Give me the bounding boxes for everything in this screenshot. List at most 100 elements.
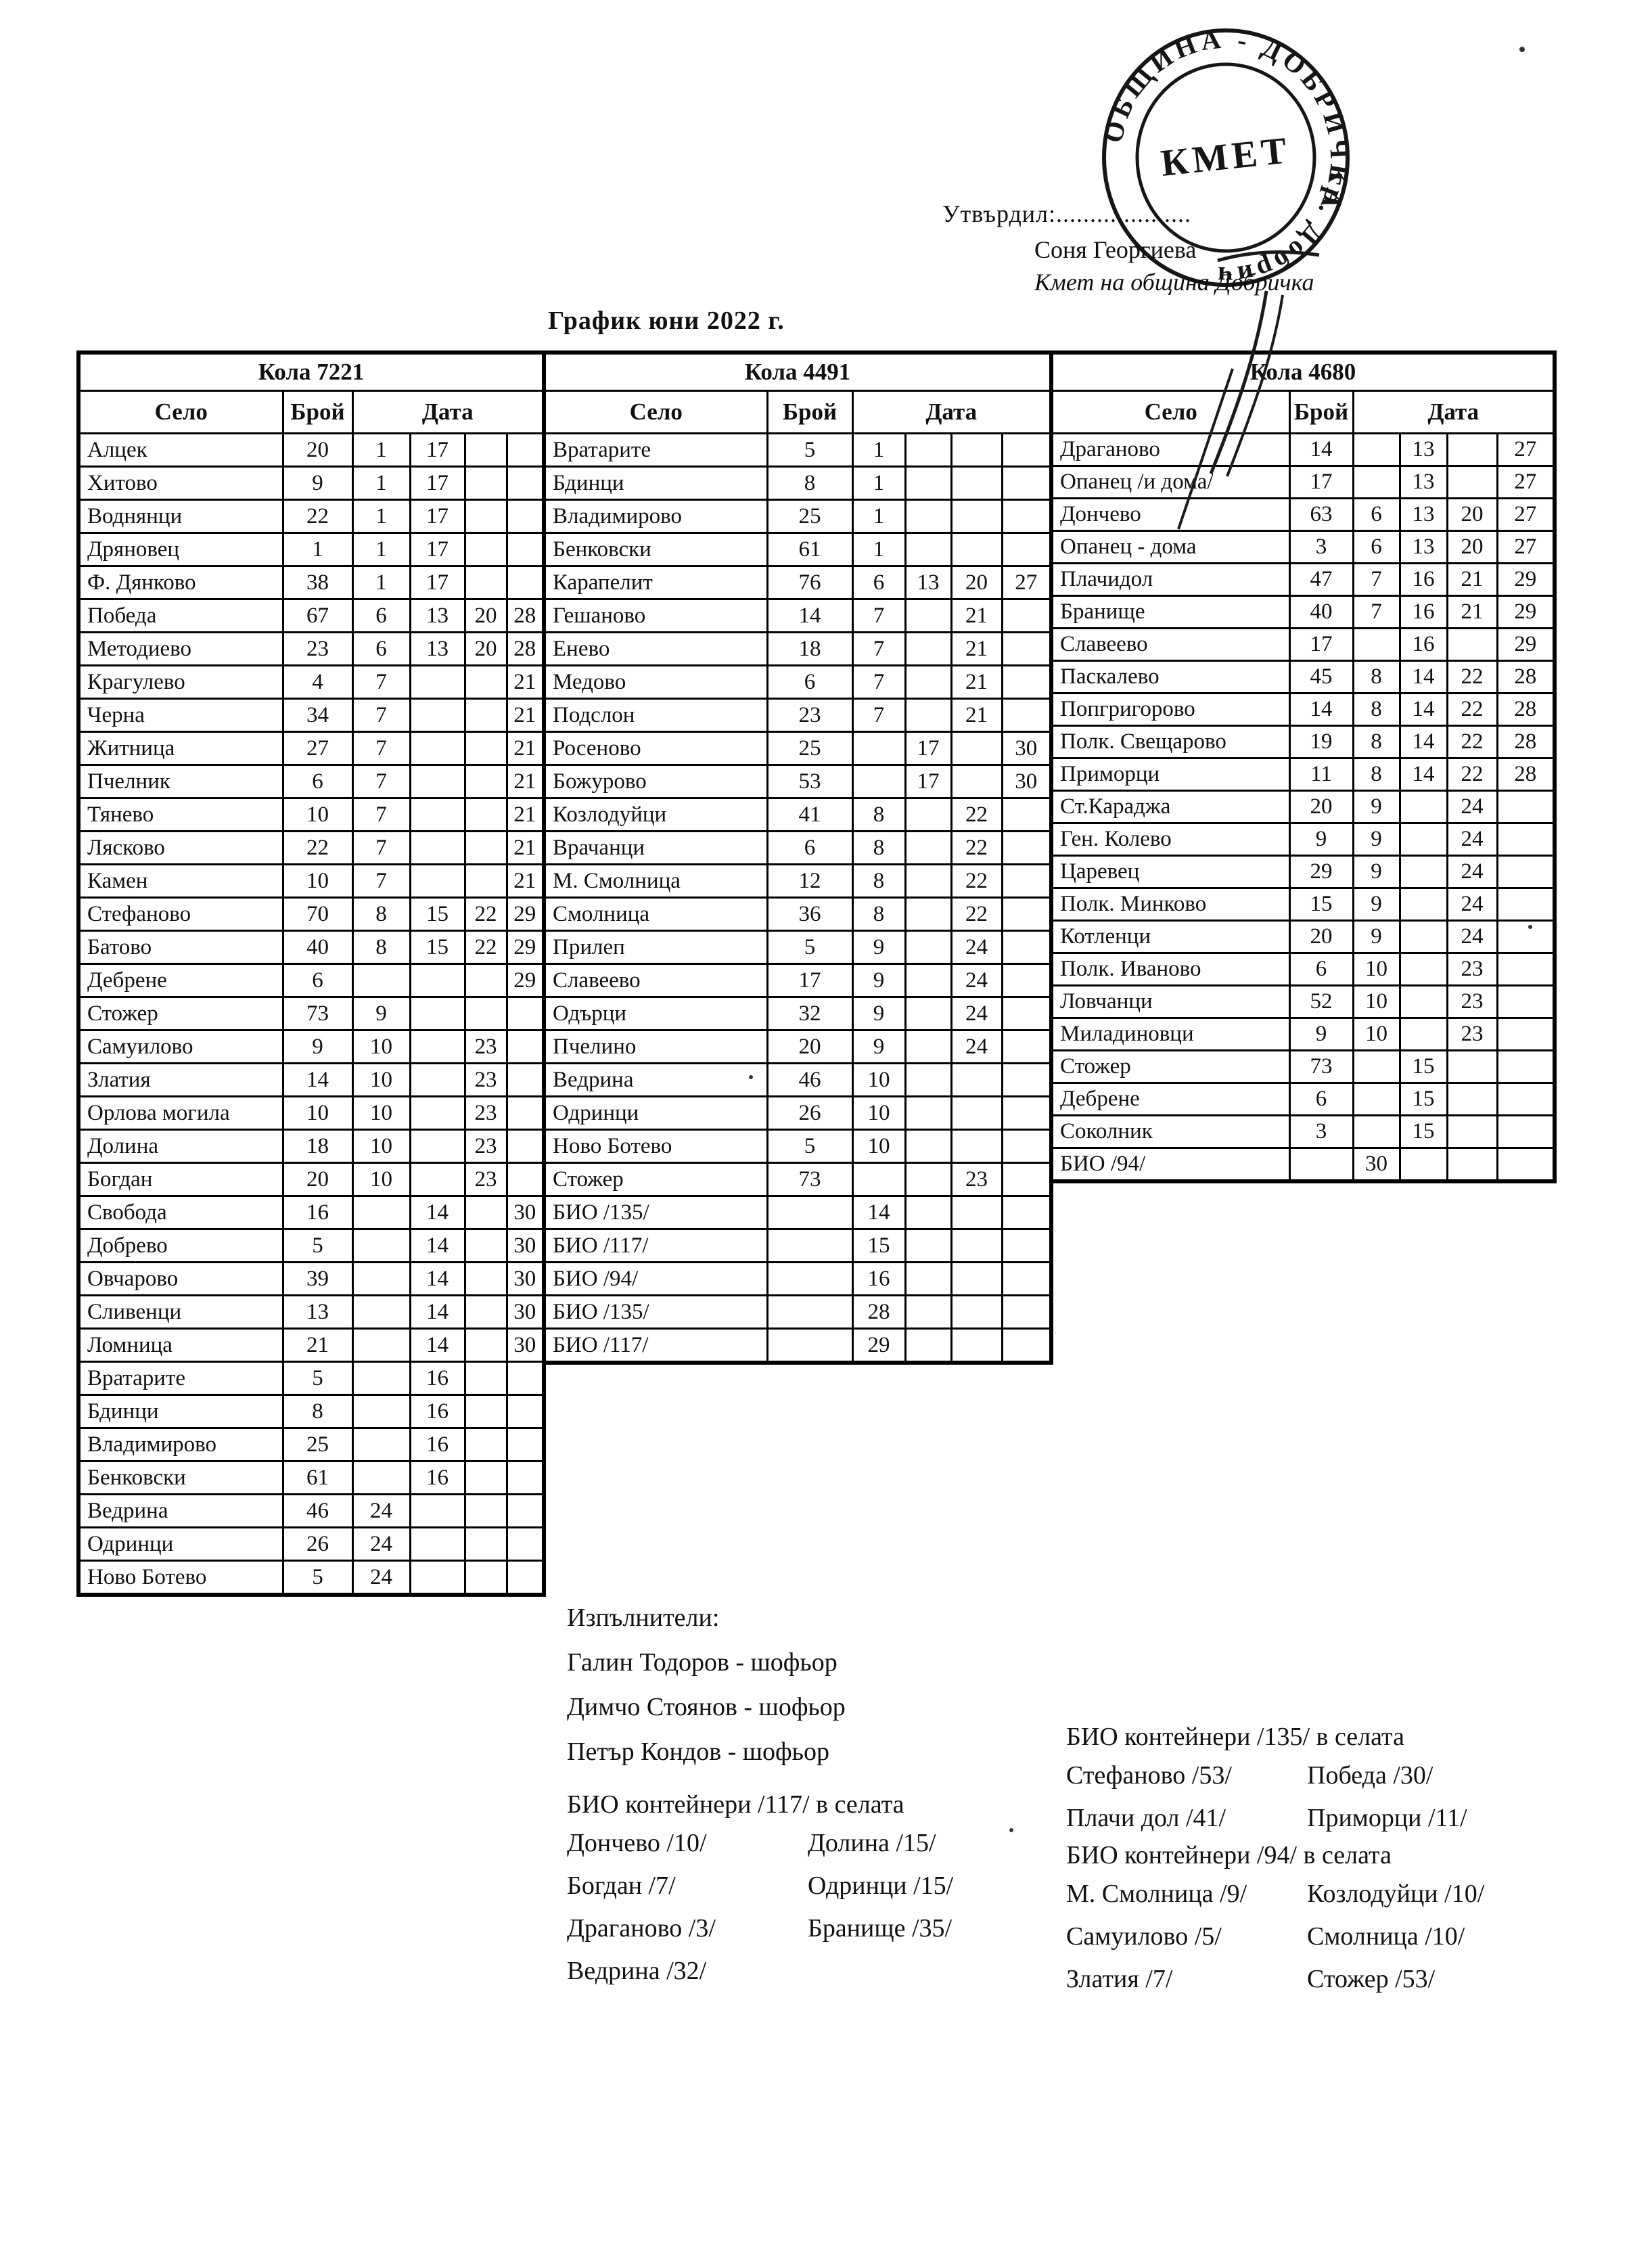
table-row: Царевец 29 9 24 (1050, 855, 1556, 889)
date-cell (463, 1361, 508, 1396)
date-cell (1001, 1095, 1053, 1131)
date-cell: 7 (1352, 595, 1401, 629)
bio-container-item: Победа /30/ (1307, 1761, 1433, 1790)
date-cell (904, 863, 953, 899)
count-cell: 6 (281, 764, 354, 799)
date-cell: 14 (1398, 660, 1448, 694)
date-cell: 9 (851, 930, 907, 965)
date-cell (1496, 920, 1556, 954)
village-cell: Алцек (77, 432, 284, 468)
date-cell: 7 (351, 764, 411, 799)
date-cell (463, 1195, 508, 1230)
table-row: Ведрина 46 24 (77, 1493, 545, 1528)
village-cell: Златия (77, 1062, 284, 1097)
date-cell (463, 565, 508, 600)
village-cell: Одринци (77, 1526, 284, 1562)
table-row: Ведрина 46 10 (543, 1062, 1053, 1097)
date-cell: 23 (463, 1162, 508, 1197)
date-cell: 1 (351, 499, 411, 534)
date-cell: 28 (505, 631, 545, 666)
date-cell (505, 499, 545, 534)
date-cell (950, 764, 1003, 799)
schedule-table-kola-4680: Кола 4680 Село Брой Дата Драганово 14 13 27… (1049, 350, 1557, 1183)
table-body: Вратарите 5 1 Бдинци 8 1 Владимирово 25 1 Бенковс… (543, 432, 1053, 1364)
village-cell: Полк. Минково (1050, 887, 1291, 922)
village-cell: Опанец /и дома/ (1050, 465, 1291, 499)
date-cell: 10 (1352, 1017, 1401, 1051)
date-cell: 9 (1352, 822, 1401, 857)
date-cell (1001, 830, 1053, 865)
date-cell: 13 (409, 631, 466, 666)
date-cell (409, 1526, 466, 1562)
col-header-count: Брой (766, 390, 854, 434)
date-cell (505, 1460, 545, 1495)
date-cell: 15 (1398, 1114, 1448, 1149)
date-cell (1496, 952, 1556, 986)
village-cell: Ведрина (77, 1493, 284, 1528)
date-cell (409, 1062, 466, 1097)
date-cell (351, 1261, 411, 1296)
count-cell: 18 (766, 631, 854, 666)
date-cell (505, 1493, 545, 1528)
village-cell: Хитово (77, 466, 284, 501)
mayor-stamp: ОБЩИНА - ДОБРИЧКА гр. Добрич КМЕТ (1097, 23, 1352, 292)
village-cell: Добрево (77, 1228, 284, 1263)
bio-container-item: Одринци /15/ (808, 1871, 954, 1900)
date-cell (463, 863, 508, 899)
table-row: Плачидол 47 7 16 21 29 (1050, 562, 1556, 597)
date-cell (1398, 887, 1448, 922)
table-row: Полк. Минково 15 9 24 (1050, 887, 1556, 922)
date-cell: 24 (950, 1029, 1003, 1064)
table-row: БИО /135/28 (543, 1294, 1053, 1330)
date-cell (409, 731, 466, 766)
table-row: Житница 27 7 21 (77, 731, 545, 766)
count-cell: 5 (281, 1560, 354, 1596)
count-cell: 34 (281, 698, 354, 733)
date-cell (463, 698, 508, 733)
village-cell: Бдинци (543, 466, 768, 501)
bio-container-item: Ведрина /32/ (567, 1957, 707, 1985)
count-cell: 39 (281, 1261, 354, 1296)
date-cell (1352, 627, 1401, 662)
village-cell: БИО /135/ (543, 1294, 768, 1330)
date-cell (904, 896, 953, 932)
table-row: Владимирово 25 1 (543, 499, 1053, 534)
village-cell: Ст.Караджа (1050, 790, 1291, 824)
count-cell: 22 (281, 499, 354, 534)
count-cell: 18 (281, 1129, 354, 1164)
date-cell (1001, 664, 1053, 700)
date-cell: 29 (505, 963, 545, 998)
village-cell: Ново Ботево (77, 1560, 284, 1596)
village-cell: Черна (77, 698, 284, 733)
date-cell (463, 1460, 508, 1495)
date-cell (904, 1129, 953, 1164)
performers-block: Изпълнители: Галин Тодоров - шофьор Димч… (567, 1595, 846, 1774)
date-cell: 9 (851, 963, 907, 998)
village-cell: Стефаново (77, 896, 284, 932)
village-cell: Одърци (543, 996, 768, 1031)
date-cell: 23 (463, 1029, 508, 1064)
date-cell: 7 (851, 598, 907, 633)
table-row: Тянево 10 7 21 (77, 797, 545, 832)
date-cell (463, 1560, 508, 1596)
village-cell: Смолница (543, 896, 768, 932)
bio-containers-135-block: БИО контейнери /135/ в селата Стефаново … (1066, 1722, 1591, 1840)
date-cell (904, 830, 953, 865)
table-row: Опанец /и дома/17 13 27 (1050, 465, 1556, 499)
date-cell: 7 (851, 664, 907, 700)
date-cell: 8 (351, 896, 411, 932)
date-cell: 1 (351, 432, 411, 468)
date-cell: 27 (1496, 465, 1556, 499)
date-cell: 30 (505, 1228, 545, 1263)
count-cell: 6 (766, 664, 854, 700)
date-cell: 21 (505, 764, 545, 799)
table-row: Бранище 40 7 16 21 29 (1050, 595, 1556, 629)
date-cell: 24 (1446, 855, 1498, 889)
date-cell: 23 (1446, 984, 1498, 1019)
date-cell (904, 698, 953, 733)
table-row: Приморци 11 8 14 22 28 (1050, 757, 1556, 792)
count-cell: 6 (281, 963, 354, 998)
count-cell: 23 (766, 698, 854, 733)
table-row: Росеново 25 17 30 (543, 731, 1053, 766)
date-cell (463, 532, 508, 567)
